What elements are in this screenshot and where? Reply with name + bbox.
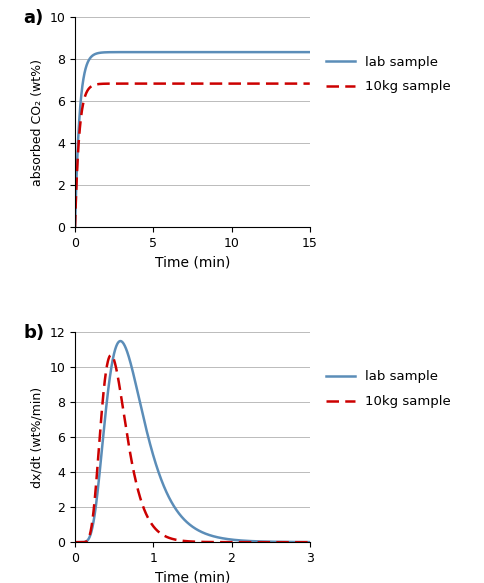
Legend: lab sample, 10kg sample: lab sample, 10kg sample <box>326 55 451 93</box>
lab sample <box>84 61 90 68</box>
lab sample <box>257 48 263 55</box>
lab sample <box>186 48 192 55</box>
lab sample <box>119 338 125 345</box>
10kg sample <box>72 539 78 546</box>
lab sample <box>307 48 313 55</box>
10kg sample <box>307 539 313 546</box>
X-axis label: Time (min): Time (min) <box>155 571 230 583</box>
10kg sample <box>72 224 78 231</box>
10kg sample <box>296 539 302 546</box>
10kg sample <box>227 80 232 87</box>
lab sample <box>300 48 306 55</box>
Line: 10kg sample: 10kg sample <box>75 355 310 542</box>
10kg sample <box>214 539 220 546</box>
10kg sample <box>180 80 186 87</box>
10kg sample <box>108 352 114 359</box>
Line: lab sample: lab sample <box>75 52 310 227</box>
10kg sample <box>257 80 263 87</box>
lab sample <box>240 48 245 55</box>
Line: 10kg sample: 10kg sample <box>75 83 310 227</box>
10kg sample <box>300 80 306 87</box>
Legend: lab sample, 10kg sample: lab sample, 10kg sample <box>326 370 451 408</box>
X-axis label: Time (min): Time (min) <box>155 256 230 270</box>
lab sample <box>300 48 306 55</box>
Y-axis label: absorbed CO₂ (wt%): absorbed CO₂ (wt%) <box>31 59 44 186</box>
lab sample <box>118 338 123 345</box>
lab sample <box>296 539 302 546</box>
lab sample <box>307 539 313 546</box>
lab sample <box>72 224 78 231</box>
10kg sample <box>186 80 192 87</box>
Line: lab sample: lab sample <box>75 341 310 542</box>
10kg sample <box>119 398 125 405</box>
lab sample <box>185 519 191 526</box>
lab sample <box>180 48 186 55</box>
10kg sample <box>300 80 306 87</box>
lab sample <box>72 539 78 546</box>
10kg sample <box>185 538 191 545</box>
lab sample <box>150 451 156 458</box>
Text: b): b) <box>23 324 45 342</box>
10kg sample <box>166 534 171 541</box>
lab sample <box>214 534 220 541</box>
Text: a): a) <box>23 9 44 27</box>
10kg sample <box>84 88 90 95</box>
10kg sample <box>150 522 156 529</box>
Y-axis label: dx/dt (wt%/min): dx/dt (wt%/min) <box>31 387 44 488</box>
10kg sample <box>307 80 313 87</box>
lab sample <box>166 493 171 500</box>
